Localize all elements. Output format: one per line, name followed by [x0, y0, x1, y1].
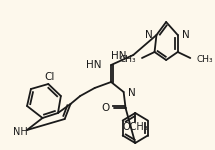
- Text: CH₃: CH₃: [120, 56, 136, 64]
- Text: HN: HN: [111, 51, 127, 61]
- Text: HN: HN: [86, 60, 101, 70]
- Text: Cl: Cl: [44, 72, 54, 82]
- Text: CH₃: CH₃: [196, 56, 213, 64]
- Text: N: N: [145, 30, 153, 40]
- Text: OCH₃: OCH₃: [122, 122, 148, 132]
- Text: N: N: [129, 88, 136, 98]
- Text: N: N: [182, 30, 189, 40]
- Text: NH: NH: [13, 127, 28, 137]
- Text: O: O: [101, 103, 109, 113]
